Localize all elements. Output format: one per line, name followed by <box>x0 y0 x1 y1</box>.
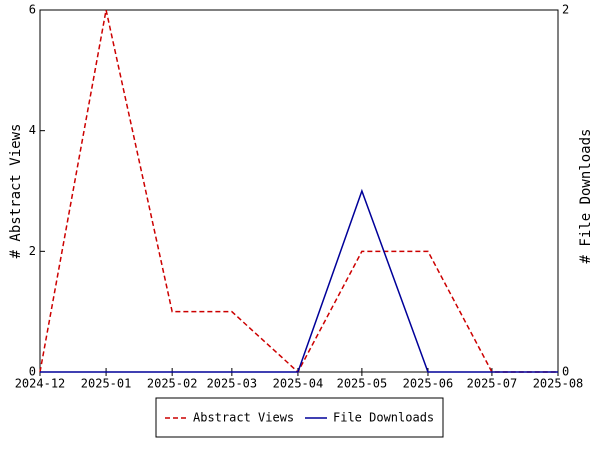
y2-axis-label: # File Downloads <box>578 129 594 264</box>
y2-tick-label: 2 <box>562 3 569 17</box>
x-tick-label: 2025-05 <box>337 377 388 391</box>
x-tick-label: 2025-02 <box>147 377 198 391</box>
series-line <box>39 9 558 374</box>
x-tick-label: 2025-01 <box>81 377 132 391</box>
series-line <box>40 188 558 373</box>
x-tick-label: 2025-04 <box>273 377 324 391</box>
y-tick-label: 6 <box>29 3 36 17</box>
x-tick-label: 2024-12 <box>15 377 66 391</box>
legend-label: Abstract Views <box>193 411 294 425</box>
x-tick-label: 2025-07 <box>467 377 518 391</box>
plot-frame <box>39 9 559 373</box>
legend-label: File Downloads <box>333 411 434 425</box>
y-axis-label: # Abstract Views <box>8 124 24 259</box>
y2-tick-label: 0 <box>562 365 569 379</box>
y-tick-label: 2 <box>29 244 36 258</box>
x-tick-label: 2025-03 <box>207 377 258 391</box>
y-tick-label: 4 <box>29 123 36 137</box>
x-tick-label: 2025-06 <box>403 377 454 391</box>
x-tick-label: 2025-08 <box>533 377 584 391</box>
y-tick-label: 0 <box>29 365 36 379</box>
legend-box <box>155 397 444 438</box>
